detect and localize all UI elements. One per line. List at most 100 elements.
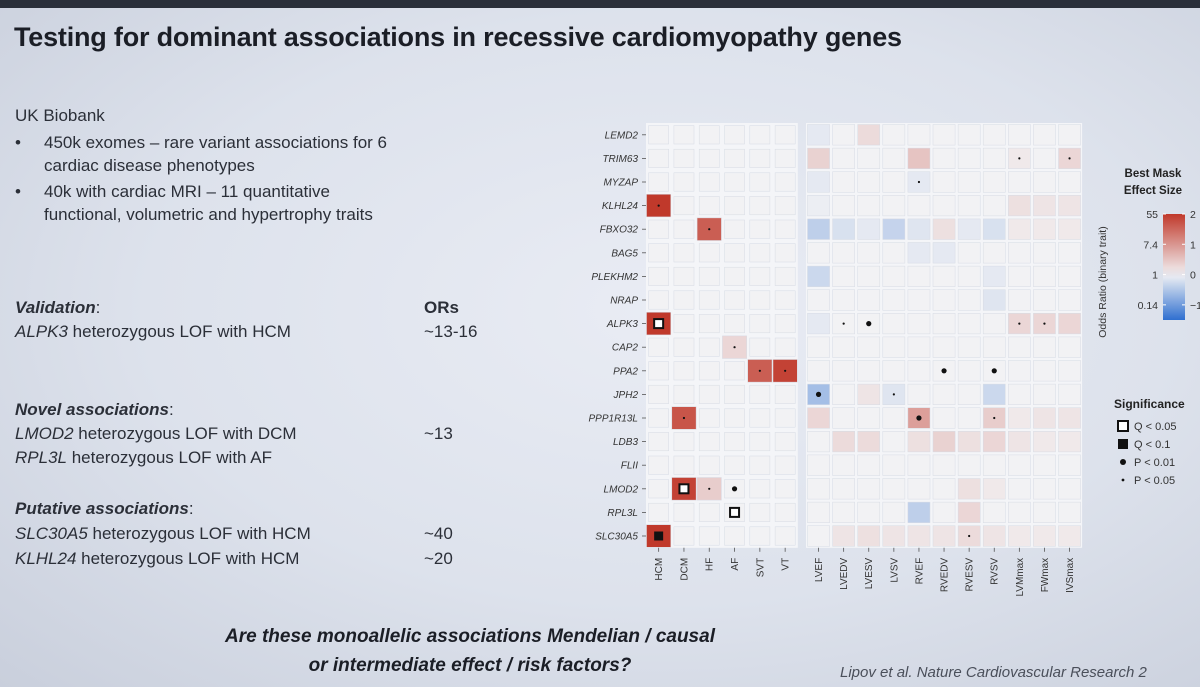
row-label: PPA2 — [613, 366, 638, 377]
heatmap-cell — [673, 219, 695, 239]
heatmap-cell — [774, 196, 796, 216]
column-label: FWmax — [1040, 558, 1051, 592]
significance-p001-mark — [866, 321, 872, 327]
heatmap-cell — [932, 407, 956, 429]
section-label: Novel associations — [15, 400, 170, 419]
heatmap-cell — [648, 432, 669, 452]
heatmap-cell — [807, 336, 830, 358]
significance-legend-label: P < 0.01 — [1134, 457, 1175, 469]
heatmap-cell — [648, 337, 669, 357]
heatmap-cell — [832, 407, 855, 429]
heatmap-cell — [774, 266, 796, 286]
validation-heading: Validation: — [15, 298, 101, 317]
or-value: ~13-16 — [424, 322, 478, 341]
heatmap-cell — [698, 502, 720, 522]
significance-q005-mark — [678, 483, 690, 495]
column-label: LVEF — [814, 558, 825, 582]
heatmap-cell — [907, 218, 931, 240]
heatmap-cell — [673, 148, 695, 168]
heatmap-cell — [857, 525, 881, 547]
heatmap-cell — [1033, 478, 1056, 500]
heatmap-cell — [932, 124, 956, 146]
heatmap-cell — [832, 265, 855, 287]
heatmap-cell — [1008, 289, 1031, 311]
heatmap-cell — [907, 360, 931, 382]
heatmap-cell — [857, 195, 881, 217]
heatmap-cell — [724, 361, 745, 381]
heatmap-cell — [698, 266, 720, 286]
heatmap-cell — [882, 242, 906, 264]
association-row: ALPK3 heterozygous LOF with HCM — [15, 322, 291, 341]
column-label: LVEDV — [839, 557, 850, 589]
row-label: BAG5 — [611, 248, 638, 259]
heatmap-cell — [698, 314, 720, 334]
heatmap-cell — [698, 408, 720, 428]
heatmap-cell — [857, 454, 881, 476]
heatmap-cell — [698, 526, 720, 546]
heatmap-cell — [1058, 407, 1081, 429]
heatmap-cell — [698, 384, 720, 404]
heatmap-cell — [673, 384, 695, 404]
gene-name: ALPK3 — [15, 322, 68, 341]
heatmap-cell — [832, 195, 855, 217]
heatmap-cell — [857, 242, 881, 264]
heatmap-cell — [648, 219, 669, 239]
heatmap-cell — [749, 455, 771, 475]
bullet-line: functional, volumetric and hypertrophy t… — [44, 205, 373, 224]
heatmap-cell — [807, 478, 830, 500]
heatmap-cell — [857, 336, 881, 358]
heatmap-cell — [1033, 218, 1056, 240]
heatmap-cell — [774, 526, 796, 546]
significance-p005-mark — [993, 416, 996, 420]
heatmap-cell — [982, 454, 1006, 476]
heatmap-cell — [1058, 171, 1081, 193]
heatmap-cell — [749, 432, 771, 452]
heatmap-cell — [648, 408, 669, 428]
heatmap-cell — [774, 243, 796, 263]
gene-name: KLHL24 — [15, 549, 77, 568]
heatmap-cell — [1033, 431, 1056, 453]
legend-q005-mark — [1117, 420, 1129, 432]
heatmap-cell — [882, 171, 906, 193]
significance-legend-label: P < 0.05 — [1134, 475, 1175, 487]
heatmap-cell — [932, 289, 956, 311]
heatmap-cell — [982, 218, 1006, 240]
heatmap-cell — [807, 360, 830, 382]
bullet-line: cardiac disease phenotypes — [44, 156, 255, 175]
row-label: NRAP — [610, 296, 638, 307]
heatmap-cell — [749, 314, 771, 334]
heatmap-cell — [807, 525, 830, 547]
gene-name: LMOD2 — [15, 424, 74, 443]
heatmap-cell — [1058, 336, 1081, 358]
row-label: PPP1R13L — [589, 414, 638, 425]
column-label: RVEF — [914, 558, 925, 585]
heatmap-cell — [807, 147, 830, 169]
heatmap-cell — [673, 314, 695, 334]
heatmap-cell — [882, 525, 906, 547]
colorbar-right-tick-label: −1 — [1190, 300, 1200, 312]
heatmap-cell — [832, 124, 855, 146]
heatmap-cell — [774, 408, 796, 428]
heatmap-cell — [1033, 360, 1056, 382]
heatmap-cell — [698, 290, 720, 310]
bullet-icon: • — [15, 133, 21, 152]
column-label: LVSV — [889, 557, 900, 582]
heatmap-cell — [982, 289, 1006, 311]
heatmap-cell — [698, 172, 720, 192]
heatmap-cell — [882, 195, 906, 217]
heatmap-cell — [907, 313, 931, 335]
significance-legend-label: Q < 0.05 — [1134, 421, 1177, 433]
row-label: LMOD2 — [604, 484, 639, 495]
heatmap-cell — [749, 219, 771, 239]
heatmap-cell — [807, 171, 830, 193]
heatmap-cell — [932, 147, 956, 169]
heatmap-cell — [957, 289, 981, 311]
significance-p005-mark — [1018, 322, 1021, 325]
heatmap-cell — [698, 243, 720, 263]
heatmap-cell — [957, 147, 981, 169]
heatmap-cell — [673, 502, 695, 522]
column-label: HF — [705, 558, 716, 571]
heatmap-cell — [982, 336, 1006, 358]
heatmap-cell — [882, 218, 906, 240]
